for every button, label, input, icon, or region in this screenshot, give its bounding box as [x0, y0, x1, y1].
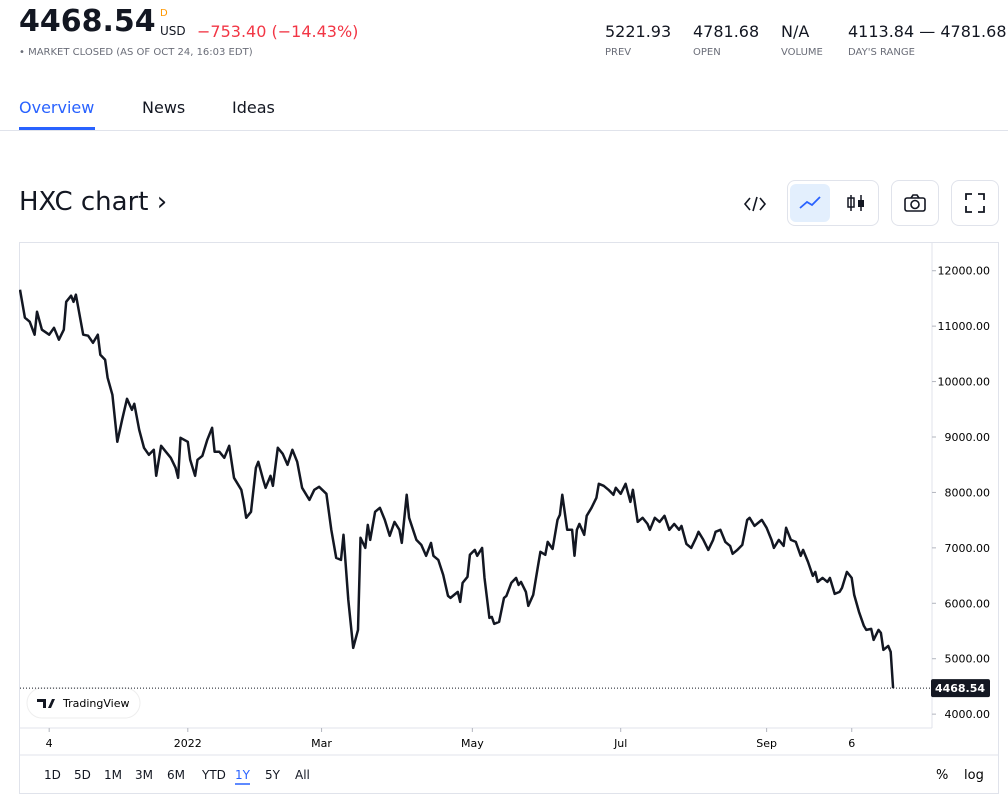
range-button[interactable]: 3M	[135, 768, 153, 782]
y-tick-label: 5000.00	[945, 653, 991, 666]
scale-button[interactable]: log	[964, 768, 984, 783]
tab[interactable]: Overview	[19, 98, 95, 117]
y-tick-label: 8000.00	[945, 486, 991, 499]
y-tick-label: 10000.00	[938, 376, 991, 389]
chart-type-group	[787, 180, 879, 226]
stat-label: PREV	[605, 47, 632, 58]
price: 4468.54	[19, 4, 156, 39]
y-tick-label: 12000.00	[938, 265, 991, 278]
stat: 4781.68 OPEN	[693, 22, 759, 58]
stat-value: 4113.84 — 4781.68	[848, 22, 1007, 41]
y-tick-label: 7000.00	[945, 542, 991, 555]
change-value: −753.40	[197, 22, 267, 41]
range-button[interactable]: 5D	[74, 768, 91, 782]
scale-button[interactable]: %	[936, 768, 948, 783]
chart: TradingView 4000.00 5000.00 6000.00 7000.00…	[19, 242, 999, 794]
fullscreen-button[interactable]	[951, 180, 999, 226]
badge: D	[160, 8, 168, 19]
divider	[0, 130, 1008, 131]
stat-value: N/A	[781, 22, 810, 41]
stat-value: 5221.93	[605, 22, 672, 41]
chart-title[interactable]: HXC chart ›	[19, 187, 168, 217]
range-button[interactable]: All	[295, 768, 310, 782]
x-tick-label: 6	[848, 737, 855, 750]
candle-button[interactable]	[836, 184, 876, 222]
range-button[interactable]: 6M	[167, 768, 185, 782]
range-button[interactable]: 5Y	[265, 768, 281, 782]
x-tick-label: 2022	[174, 737, 202, 750]
stat-label: VOLUME	[781, 47, 823, 58]
x-tick-label: Sep	[756, 737, 777, 750]
tab-indicator	[19, 127, 95, 130]
stat-label: OPEN	[693, 47, 721, 58]
last-value-label: 4468.54	[935, 682, 985, 695]
y-tick-label: 4000.00	[945, 708, 991, 721]
stat: N/A VOLUME	[781, 22, 823, 58]
stat-value: 4781.68	[693, 22, 760, 41]
range-button[interactable]: YTD	[201, 768, 226, 782]
price-line	[19, 289, 895, 689]
line-button[interactable]	[790, 184, 830, 222]
x-tick-label: Mar	[311, 737, 332, 750]
stat: 4113.84 — 4781.68 DAY'S RANGE	[848, 22, 1007, 58]
last-value-tag	[931, 679, 990, 698]
x-tick-label: Jul	[613, 737, 627, 750]
watermark-text: TradingView	[62, 697, 129, 710]
change-percent: (−14.43%)	[271, 22, 359, 41]
stat-label: DAY'S RANGE	[848, 47, 915, 58]
range-button[interactable]: 1D	[44, 768, 61, 782]
y-tick-label: 9000.00	[945, 431, 991, 444]
snapshot-button[interactable]	[891, 180, 939, 226]
range-button[interactable]: 1Y	[235, 768, 251, 782]
chart-frame	[19, 242, 999, 794]
x-tick-label: 4	[46, 737, 53, 750]
y-tick-label: 11000.00	[938, 320, 991, 333]
y-tick-label: 6000.00	[945, 597, 991, 610]
currency: USD	[160, 24, 186, 38]
embed-button[interactable]	[735, 190, 775, 218]
x-tick-label: May	[461, 737, 484, 750]
range-button[interactable]: 1M	[104, 768, 122, 782]
tab[interactable]: News	[142, 98, 186, 117]
status: • MARKET CLOSED (AS OF OCT 24, 16:03 EDT…	[19, 47, 253, 58]
stat: 5221.93 PREV	[605, 22, 671, 58]
watermark-logo	[37, 699, 55, 708]
watermark: TradingView	[26, 687, 141, 719]
change: −753.40 (−14.43%)	[197, 22, 358, 41]
tab[interactable]: Ideas	[232, 98, 275, 117]
